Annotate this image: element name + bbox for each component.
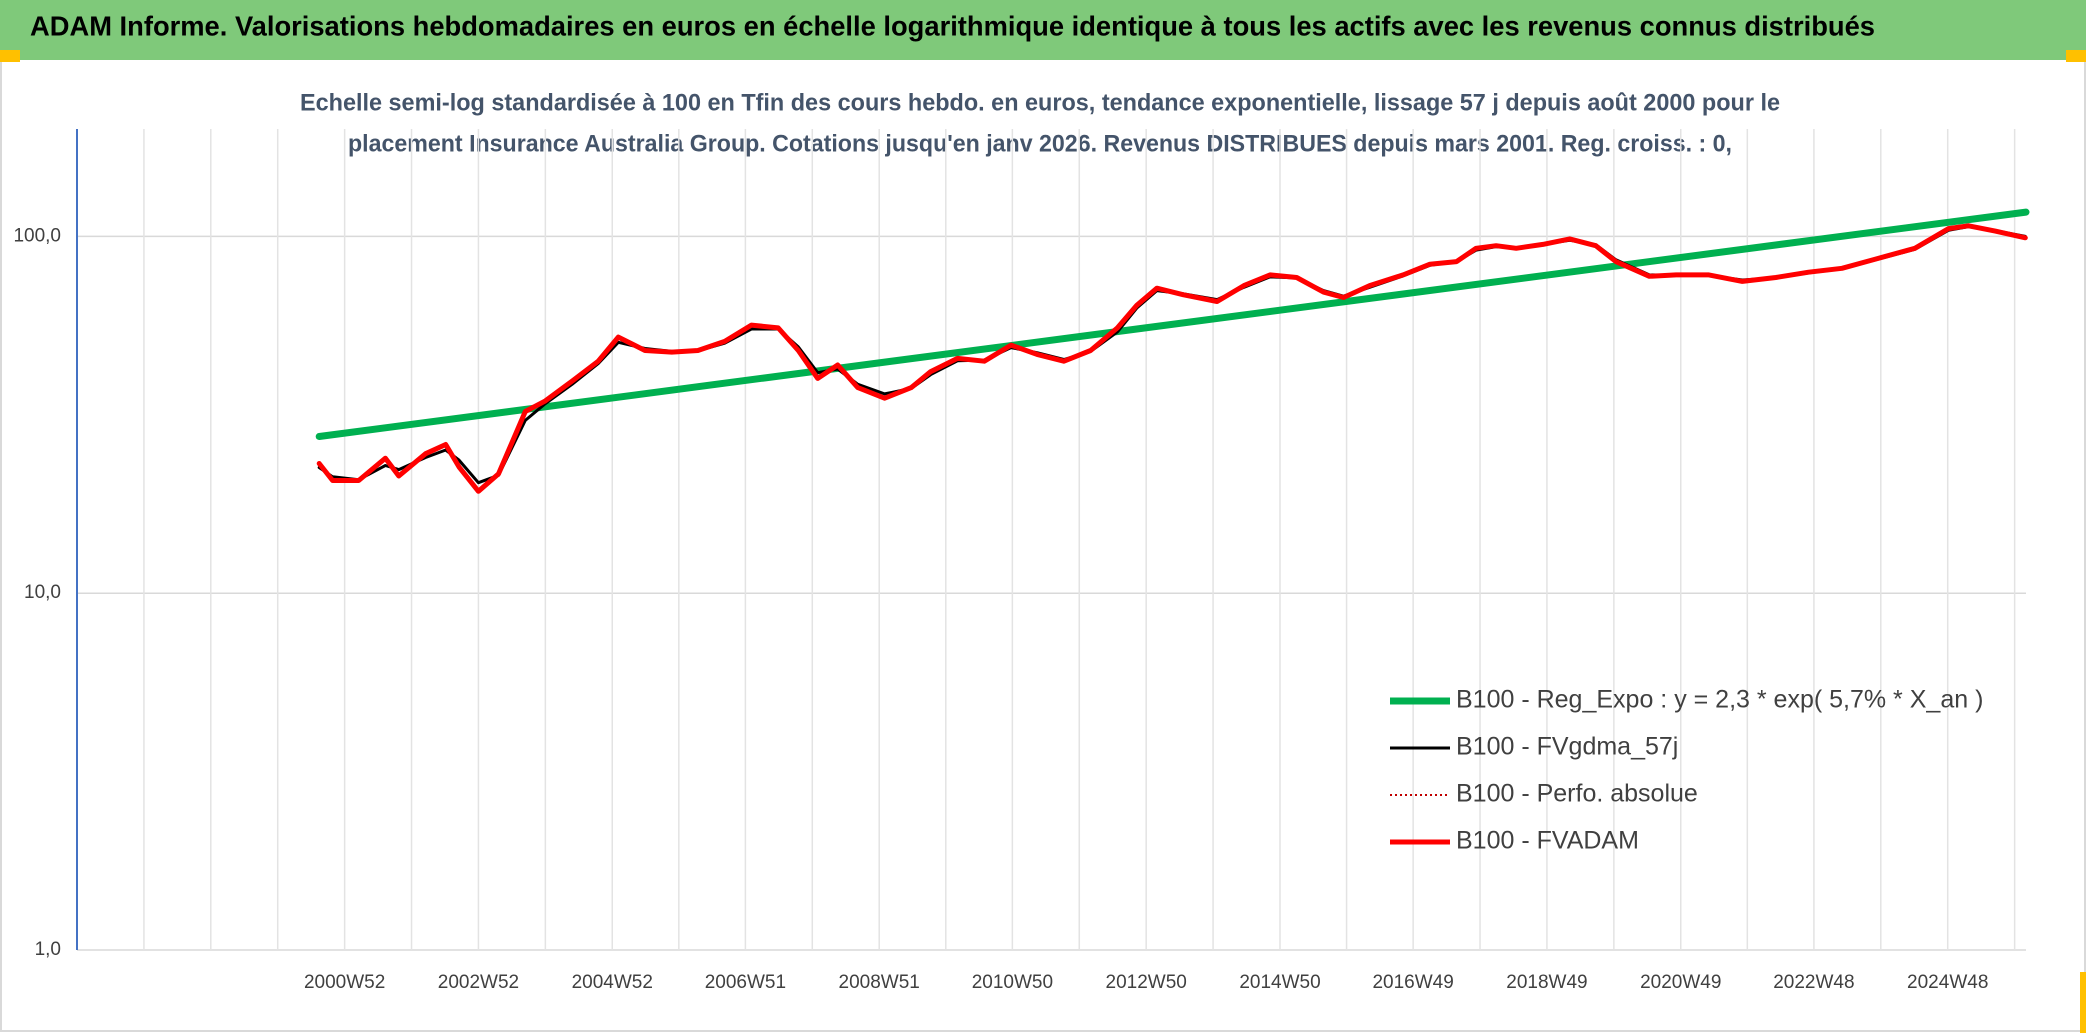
x-tick-label: 2016W49 bbox=[1372, 972, 1453, 993]
x-tick-label: 2000W52 bbox=[304, 972, 385, 993]
legend-label: B100 - Perfo. absolue bbox=[1456, 780, 1698, 808]
y-tick-label: 100,0 bbox=[13, 225, 61, 246]
grid: 1,0 10,0 100,0 2000W52 2002W52 2004W52 2006W51… bbox=[13, 129, 2026, 993]
chart-subtitle: placement Insurance Australia Group. Cot… bbox=[348, 130, 1732, 157]
series-line bbox=[315, 208, 2030, 440]
legend-label: B100 - Reg_Expo : y = 2,3 * exp( 5,7% * … bbox=[1456, 686, 1983, 714]
x-tick-label: 2012W50 bbox=[1106, 972, 1187, 993]
y-tick-label: 1,0 bbox=[35, 939, 61, 960]
x-tick-label: 2002W52 bbox=[438, 972, 519, 993]
corner-mark bbox=[2066, 50, 2086, 62]
title-bar bbox=[0, 0, 2086, 60]
x-tick-label: 2022W48 bbox=[1773, 972, 1854, 993]
x-tick-label: 2018W49 bbox=[1506, 972, 1587, 993]
page-title: ADAM Informe. Valorisations hebdomadaire… bbox=[30, 10, 1875, 41]
series-line bbox=[316, 223, 2028, 494]
legend-label: B100 - FVADAM bbox=[1456, 827, 1639, 855]
plot-area bbox=[315, 208, 2030, 494]
x-tick-label: 2010W50 bbox=[972, 972, 1053, 993]
corner-mark bbox=[0, 50, 20, 62]
y-tick-label: 10,0 bbox=[24, 582, 61, 603]
x-tick-label: 2020W49 bbox=[1640, 972, 1721, 993]
x-tick-label: 2014W50 bbox=[1239, 972, 1320, 993]
x-tick-label: 2024W48 bbox=[1907, 972, 1988, 993]
x-tick-label: 2008W51 bbox=[839, 972, 920, 993]
legend: B100 - Reg_Expo : y = 2,3 * exp( 5,7% * … bbox=[1390, 686, 1983, 855]
x-tick-label: 2004W52 bbox=[572, 972, 653, 993]
chart-subtitle: Echelle semi-log standardisée à 100 en T… bbox=[300, 89, 1780, 116]
legend-label: B100 - FVgdma_57j bbox=[1456, 733, 1678, 761]
corner-mark bbox=[2080, 972, 2086, 1033]
x-tick-label: 2006W51 bbox=[705, 972, 786, 993]
